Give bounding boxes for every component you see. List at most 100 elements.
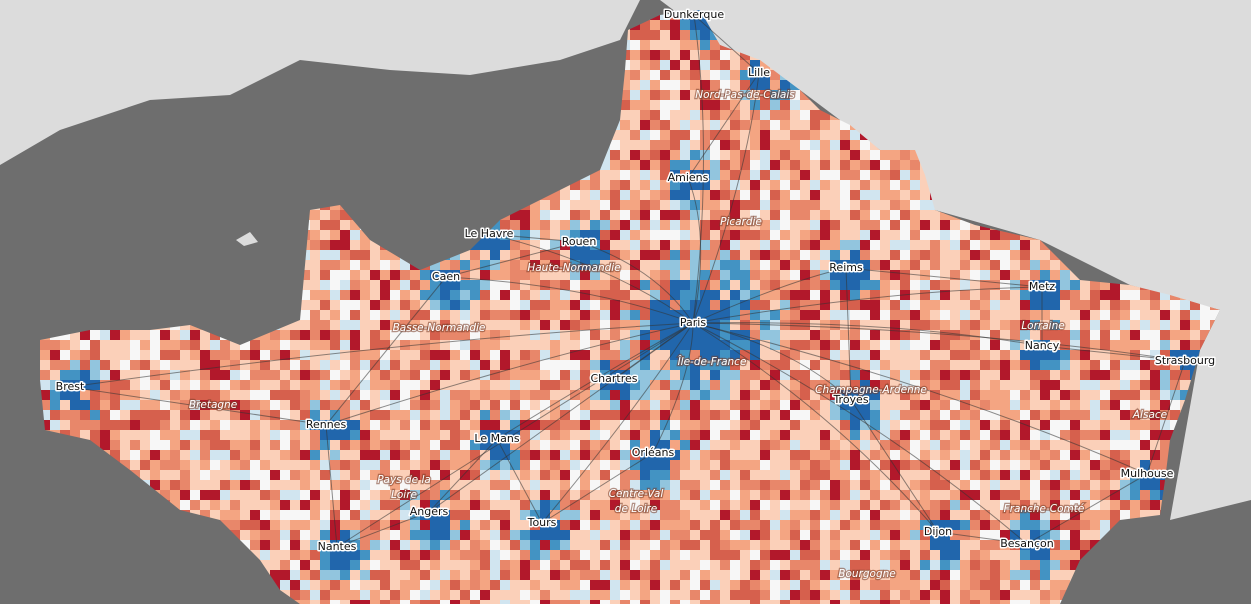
- grid-cell: [810, 170, 820, 180]
- grid-cell: [690, 70, 700, 80]
- grid-cell: [680, 140, 690, 150]
- grid-cell: [80, 330, 90, 340]
- grid-cell: [600, 310, 610, 320]
- grid-cell: [510, 300, 520, 310]
- grid-cell: [320, 210, 330, 220]
- grid-cell: [900, 390, 910, 400]
- grid-cell: [650, 380, 660, 390]
- grid-cell: [540, 200, 550, 210]
- grid-cell: [1140, 380, 1150, 390]
- grid-cell: [920, 340, 930, 350]
- grid-cell: [780, 290, 790, 300]
- grid-cell: [820, 210, 830, 220]
- grid-cell: [1000, 330, 1010, 340]
- grid-cell: [400, 320, 410, 330]
- grid-cell: [340, 380, 350, 390]
- grid-cell: [1060, 260, 1070, 270]
- grid-cell: [960, 280, 970, 290]
- grid-cell: [770, 100, 780, 110]
- grid-cell: [870, 310, 880, 320]
- grid-cell: [830, 330, 840, 340]
- grid-cell: [340, 330, 350, 340]
- grid-cell: [870, 200, 880, 210]
- grid-cell: [880, 330, 890, 340]
- grid-cell: [640, 120, 650, 130]
- grid-cell: [220, 410, 230, 420]
- grid-cell: [680, 160, 690, 170]
- grid-cell: [370, 370, 380, 380]
- grid-cell: [1160, 360, 1170, 370]
- grid-cell: [380, 300, 390, 310]
- grid-cell: [840, 140, 850, 150]
- grid-cell: [140, 340, 150, 350]
- grid-cell: [850, 260, 860, 270]
- grid-cell: [810, 230, 820, 240]
- grid-cell: [600, 160, 610, 170]
- grid-cell: [740, 170, 750, 180]
- grid-cell: [940, 400, 950, 410]
- grid-cell: [70, 380, 80, 390]
- grid-cell: [360, 360, 370, 370]
- grid-cell: [880, 250, 890, 260]
- grid-cell: [1160, 380, 1170, 390]
- grid-cell: [1020, 350, 1030, 360]
- grid-cell: [910, 310, 920, 320]
- grid-cell: [620, 310, 630, 320]
- grid-cell: [440, 350, 450, 360]
- grid-cell: [730, 280, 740, 290]
- grid-cell: [570, 350, 580, 360]
- grid-cell: [600, 330, 610, 340]
- grid-cell: [880, 220, 890, 230]
- grid-cell: [1010, 340, 1020, 350]
- grid-cell: [280, 330, 290, 340]
- grid-cell: [840, 210, 850, 220]
- grid-cell: [470, 390, 480, 400]
- grid-cell: [770, 110, 780, 120]
- grid-cell: [560, 400, 570, 410]
- grid-cell: [290, 350, 300, 360]
- grid-cell: [210, 330, 220, 340]
- grid-cell: [410, 370, 420, 380]
- grid-cell: [1080, 360, 1090, 370]
- grid-cell: [700, 260, 710, 270]
- grid-cell: [160, 410, 170, 420]
- grid-cell: [340, 260, 350, 270]
- grid-cell: [750, 240, 760, 250]
- grid-cell: [910, 360, 920, 370]
- grid-cell: [1190, 360, 1200, 370]
- grid-cell: [380, 310, 390, 320]
- grid-cell: [810, 400, 820, 410]
- grid-cell: [700, 140, 710, 150]
- grid-cell: [660, 240, 670, 250]
- grid-cell: [140, 390, 150, 400]
- grid-cell: [340, 250, 350, 260]
- grid-cell: [910, 380, 920, 390]
- grid-cell: [960, 320, 970, 330]
- grid-cell: [270, 400, 280, 410]
- grid-cell: [390, 300, 400, 310]
- grid-cell: [540, 320, 550, 330]
- grid-cell: [940, 320, 950, 330]
- grid-cell: [570, 400, 580, 410]
- grid-cell: [880, 260, 890, 270]
- grid-cell: [820, 120, 830, 130]
- grid-cell: [410, 380, 420, 390]
- grid-cell: [1030, 350, 1040, 360]
- grid-cell: [150, 360, 160, 370]
- grid-cell: [590, 300, 600, 310]
- grid-cell: [670, 80, 680, 90]
- grid-cell: [760, 250, 770, 260]
- grid-cell: [370, 240, 380, 250]
- grid-cell: [800, 240, 810, 250]
- grid-cell: [940, 240, 950, 250]
- grid-cell: [890, 380, 900, 390]
- grid-cell: [850, 130, 860, 140]
- grid-cell: [660, 60, 670, 70]
- grid-cell: [340, 360, 350, 370]
- grid-cell: [670, 240, 680, 250]
- grid-cell: [890, 360, 900, 370]
- grid-cell: [790, 230, 800, 240]
- grid-cell: [230, 380, 240, 390]
- grid-cell: [810, 130, 820, 140]
- grid-cell: [790, 200, 800, 210]
